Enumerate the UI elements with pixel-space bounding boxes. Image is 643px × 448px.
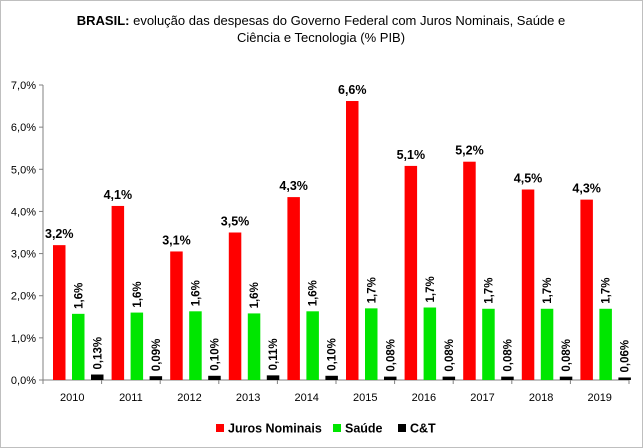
- bar: [325, 375, 338, 380]
- bar: [521, 189, 535, 380]
- chart-title-bold: BRASIL:: [77, 13, 130, 28]
- bar: [247, 313, 261, 380]
- bar: [208, 375, 221, 380]
- data-label: 1,7%: [601, 278, 613, 304]
- bar: [91, 374, 104, 380]
- data-label: 3,2%: [45, 227, 74, 241]
- legend-label: C&T: [410, 422, 436, 436]
- data-label: 1,6%: [73, 283, 85, 309]
- bar: [540, 308, 554, 380]
- y-tick-label: 0,0%: [11, 375, 36, 387]
- bar: [130, 312, 144, 380]
- data-label: 4,1%: [104, 188, 133, 202]
- y-tick-label: 5,0%: [11, 164, 36, 176]
- x-tick-label: 2016: [412, 392, 436, 404]
- bar: [559, 376, 573, 380]
- data-label: 0,08%: [561, 339, 573, 372]
- x-tick-label: 2010: [60, 392, 84, 404]
- chart-title-line1: BRASIL: evolução das despesas do Governo…: [77, 13, 565, 28]
- bar: [442, 376, 456, 380]
- x-tick-label: 2018: [529, 392, 553, 404]
- data-label: 1,6%: [249, 282, 261, 308]
- data-label: 1,7%: [366, 277, 378, 303]
- y-tick-label: 4,0%: [11, 206, 36, 218]
- chart-title-rest: evolução das despesas do Governo Federal…: [129, 13, 565, 28]
- data-label: 3,1%: [162, 233, 191, 247]
- bar: [346, 101, 359, 380]
- data-label: 1,6%: [132, 281, 144, 307]
- data-label: 3,5%: [221, 215, 250, 229]
- bar: [404, 165, 418, 380]
- legend-swatch: [216, 424, 224, 432]
- bar: [149, 376, 163, 380]
- bar: [170, 251, 183, 380]
- bar: [189, 311, 202, 380]
- chart-title-line2: Ciência e Tecnologia (% PIB): [237, 30, 405, 45]
- data-label: 0,10%: [327, 338, 339, 371]
- bar: [482, 308, 495, 380]
- x-tick-label: 2012: [177, 392, 201, 404]
- data-label: 0,06%: [620, 340, 632, 373]
- data-label: 1,6%: [308, 280, 320, 306]
- data-label: 1,7%: [542, 278, 554, 304]
- data-label: 0,13%: [92, 337, 104, 370]
- data-label: 4,3%: [279, 179, 308, 193]
- data-label: 1,7%: [425, 276, 437, 302]
- bar: [72, 313, 85, 380]
- y-tick-label: 6,0%: [11, 122, 36, 134]
- legend-swatch: [333, 424, 341, 432]
- x-tick-label: 2017: [470, 392, 494, 404]
- legend-swatch: [398, 424, 406, 432]
- data-label: 6,6%: [338, 83, 367, 97]
- y-tick-label: 2,0%: [11, 291, 36, 303]
- x-tick-label: 2019: [587, 392, 611, 404]
- data-label: 0,09%: [151, 339, 163, 372]
- data-label: 1,7%: [483, 278, 495, 304]
- data-label: 0,10%: [209, 338, 221, 371]
- bar: [423, 307, 437, 380]
- data-label: 1,6%: [190, 280, 202, 306]
- bar: [228, 232, 242, 380]
- bar: [501, 376, 514, 380]
- bar: [53, 245, 66, 380]
- y-tick-label: 1,0%: [11, 333, 36, 345]
- bar: [384, 376, 397, 380]
- x-tick-label: 2011: [119, 392, 143, 404]
- data-label: 0,08%: [385, 339, 397, 372]
- data-label: 4,5%: [514, 172, 543, 186]
- x-tick-label: 2014: [294, 392, 318, 404]
- bar: [463, 161, 476, 380]
- legend-label: Juros Nominais: [228, 422, 322, 436]
- bar: [306, 311, 319, 380]
- bar: [618, 377, 631, 380]
- data-label: 4,3%: [572, 182, 601, 196]
- x-tick-label: 2015: [353, 392, 377, 404]
- bar: [580, 199, 593, 380]
- bar: [365, 308, 378, 380]
- y-tick-label: 7,0%: [11, 80, 36, 92]
- x-tick-label: 2013: [236, 392, 260, 404]
- bar: [111, 205, 125, 380]
- bar: [287, 197, 300, 380]
- data-label: 0,08%: [502, 339, 514, 372]
- data-label: 5,1%: [397, 148, 426, 162]
- data-label: 0,11%: [268, 338, 280, 370]
- y-tick-label: 3,0%: [11, 249, 36, 261]
- bars: 3,2% 1,6% 0,13% 4,1% 1,6% 0,09% 3,1% 1,6% 0,10% 3…: [45, 83, 632, 380]
- legend-label: Saúde: [345, 422, 383, 436]
- axes: 0,0% 1,0% 2,0% 3,0% 4,0% 5,0% 6,0% 7,0% 2010 2011…: [11, 80, 630, 404]
- bar: [599, 308, 612, 380]
- data-label: 0,08%: [444, 339, 456, 372]
- data-label: 5,2%: [455, 144, 484, 158]
- legend: Juros Nominais Saúde C&T: [216, 422, 436, 436]
- bar: [266, 375, 280, 380]
